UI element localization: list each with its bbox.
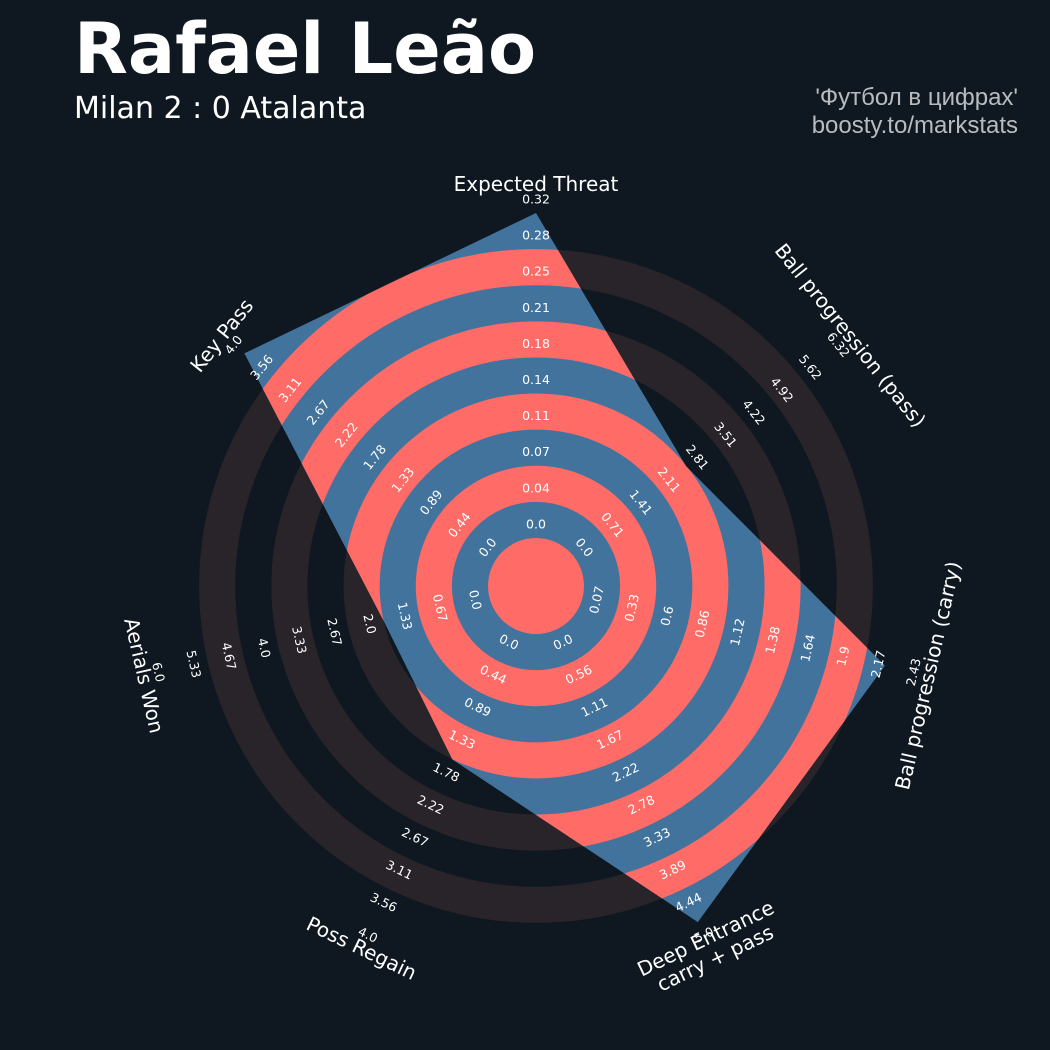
tick-label: 0.28 — [522, 228, 550, 243]
tick-label: 0.0 — [526, 516, 546, 531]
tick-label: 3.33 — [289, 625, 310, 655]
tick-label: 1.64 — [797, 633, 818, 664]
tick-label: 0.07 — [586, 585, 607, 615]
axis-label: Poss Regain — [303, 912, 421, 985]
tick-label: 0.86 — [692, 609, 713, 640]
tick-label: 0.67 — [430, 593, 451, 623]
tick-label: 4.0 — [255, 637, 274, 660]
tick-label: 2.17 — [868, 649, 889, 679]
tick-label: 6.0 — [149, 661, 168, 684]
tick-label: 0.32 — [522, 191, 550, 206]
tick-label: 0.33 — [621, 593, 642, 623]
tick-label: 1.12 — [727, 617, 748, 647]
tick-label: 1.9 — [833, 645, 852, 668]
player-name-title: Rafael Leão — [74, 8, 537, 90]
center-circle-highlight — [488, 538, 584, 634]
tick-label: 0.0 — [466, 588, 485, 611]
axis-label: Ball progression (carry) — [890, 559, 966, 792]
tick-label: 1.78 — [431, 759, 463, 785]
tick-label: 4.67 — [219, 641, 240, 671]
credit-url-label: boosty.to/markstats — [811, 111, 1018, 139]
axis-label: Expected Threat — [454, 172, 619, 196]
tick-label: 3.56 — [368, 889, 400, 915]
tick-label: 0.11 — [522, 408, 550, 423]
match-subtitle: Milan 2 : 0 Atalanta — [74, 91, 367, 126]
credit-source-label: 'Футбол в цифрах' — [815, 84, 1018, 111]
tick-label: 0.6 — [657, 604, 676, 627]
tick-label: 0.25 — [522, 264, 550, 279]
axis-label: Deep Entrancecarry + pass — [633, 895, 787, 1001]
tick-label: 0.14 — [522, 372, 550, 387]
tick-label: 0.21 — [522, 300, 550, 315]
credit-block: 'Футбол в цифрах' boosty.to/markstats — [812, 84, 1018, 139]
tick-label: 2.67 — [324, 617, 345, 647]
tick-label: 0.18 — [522, 336, 550, 351]
tick-label: 1.38 — [762, 625, 783, 656]
tick-label: 0.04 — [522, 480, 550, 495]
ring-band-highlight — [415, 465, 657, 707]
tick-label: 0.07 — [522, 444, 550, 459]
tick-label: 2.0 — [360, 613, 379, 636]
tick-label: 5.33 — [183, 649, 204, 679]
tick-label: 1.33 — [395, 601, 416, 631]
tick-label: 2.43 — [903, 657, 924, 687]
tick-label: 2.67 — [399, 824, 431, 850]
axis-label: Key Pass — [185, 294, 258, 377]
